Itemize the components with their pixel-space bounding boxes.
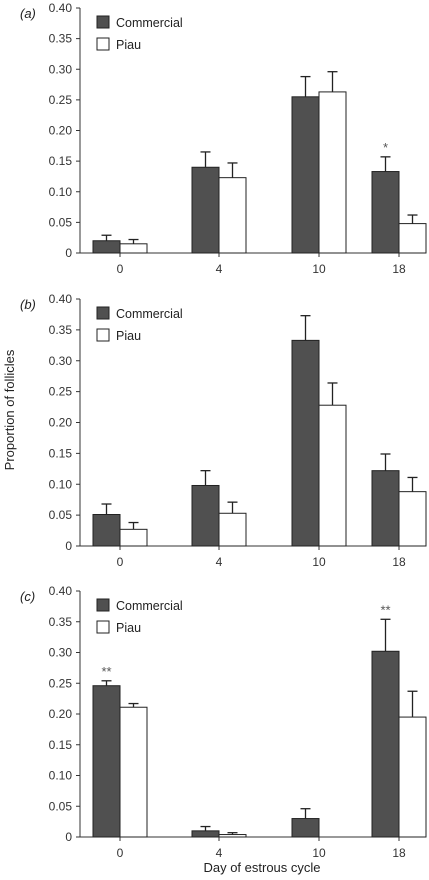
y-tick-label: 0.35 — [49, 615, 73, 629]
y-tick-label: 0.25 — [49, 676, 73, 690]
bar-commercial — [191, 484, 220, 547]
legend-swatch — [96, 15, 110, 29]
bar-commercial — [371, 650, 400, 838]
legend-label: Commercial — [116, 16, 183, 30]
y-tick-label: 0.15 — [49, 154, 73, 168]
x-tick-label: 10 — [312, 846, 326, 860]
significance-marker: ** — [101, 664, 111, 679]
x-tick-label: 4 — [216, 262, 223, 276]
y-tick-label: 0 — [65, 539, 72, 553]
bar-commercial — [371, 171, 400, 254]
y-tick-label: 0.40 — [49, 1, 73, 15]
y-tick-label: 0.30 — [49, 62, 73, 76]
x-tick-label: 0 — [117, 846, 124, 860]
y-tick-label: 0 — [65, 830, 72, 844]
bar-piau — [218, 512, 247, 547]
bar-piau — [398, 223, 427, 254]
legend-swatch — [96, 328, 110, 342]
legend-swatch — [96, 598, 110, 612]
y-axis-title: Proportion of follicles — [2, 349, 17, 470]
bar-piau — [119, 528, 148, 547]
y-tick-label: 0.10 — [49, 185, 73, 199]
bar-commercial — [191, 830, 220, 838]
bar-commercial — [191, 166, 220, 254]
panel-label: (a) — [20, 6, 36, 21]
y-tick-label: 0.05 — [49, 508, 73, 522]
bar-piau — [318, 91, 347, 254]
bar-commercial — [291, 339, 320, 547]
bar-piau — [398, 716, 427, 838]
bar-piau — [218, 177, 247, 254]
y-tick-label: 0.15 — [49, 738, 73, 752]
y-tick-label: 0.05 — [49, 799, 73, 813]
legend-swatch — [96, 620, 110, 634]
y-tick-label: 0.10 — [49, 477, 73, 491]
y-tick-label: 0.30 — [49, 354, 73, 368]
y-tick-label: 0.25 — [49, 93, 73, 107]
y-tick-label: 0.05 — [49, 215, 73, 229]
legend-label: Piau — [116, 38, 141, 52]
y-tick-label: 0.20 — [49, 124, 73, 138]
bar-commercial — [92, 685, 121, 838]
legend-label: Piau — [116, 329, 141, 343]
panel-label: (c) — [20, 589, 35, 604]
bar-piau — [318, 404, 347, 547]
bar-commercial — [92, 240, 121, 254]
chart-panel-1: (a) 0 0.05 0.10 0.15 0.20 0.25 0.30 0.35 0.40 0 4 10… — [20, 1, 427, 276]
y-tick-label: 0.35 — [49, 323, 73, 337]
legend-swatch — [96, 306, 110, 320]
y-tick-label: 0.40 — [49, 292, 73, 306]
y-tick-label: 0.15 — [49, 446, 73, 460]
legend-label: Piau — [116, 621, 141, 635]
x-tick-label: 0 — [117, 555, 124, 569]
legend-label: Commercial — [116, 307, 183, 321]
y-tick-label: 0.35 — [49, 32, 73, 46]
x-tick-label: 18 — [392, 555, 406, 569]
legend-label: Commercial — [116, 599, 183, 613]
legend-swatch — [96, 37, 110, 51]
significance-marker: ** — [380, 602, 390, 617]
bar-commercial — [291, 96, 320, 254]
y-tick-label: 0 — [65, 246, 72, 260]
x-axis-title: Day of estrous cycle — [203, 860, 320, 875]
bar-piau — [398, 491, 427, 547]
x-tick-label: 0 — [117, 262, 124, 276]
y-tick-label: 0.20 — [49, 416, 73, 430]
bar-piau — [218, 834, 247, 838]
bar-commercial — [371, 470, 400, 547]
chart-panel-3: (c) 0 0.05 0.10 0.15 0.20 0.25 0.30 0.35 0.40 0 4 10… — [20, 584, 427, 860]
y-tick-label: 0.40 — [49, 584, 73, 598]
panel-label: (b) — [20, 297, 36, 312]
significance-marker: * — [383, 140, 388, 155]
y-tick-label: 0.30 — [49, 646, 73, 660]
bar-commercial — [92, 514, 121, 547]
x-tick-label: 10 — [312, 262, 326, 276]
x-tick-label: 10 — [312, 555, 326, 569]
bar-piau — [119, 706, 148, 838]
x-tick-label: 4 — [216, 846, 223, 860]
y-tick-label: 0.20 — [49, 707, 73, 721]
x-tick-label: 18 — [392, 262, 406, 276]
y-tick-label: 0.10 — [49, 769, 73, 783]
bar-commercial — [291, 818, 320, 838]
x-tick-label: 18 — [392, 846, 406, 860]
x-tick-label: 4 — [216, 555, 223, 569]
y-tick-label: 0.25 — [49, 385, 73, 399]
chart-panel-2: (b) 0 0.05 0.10 0.15 0.20 0.25 0.30 0.35 0.40 0 4 10… — [20, 292, 427, 569]
bar-piau — [119, 243, 148, 254]
